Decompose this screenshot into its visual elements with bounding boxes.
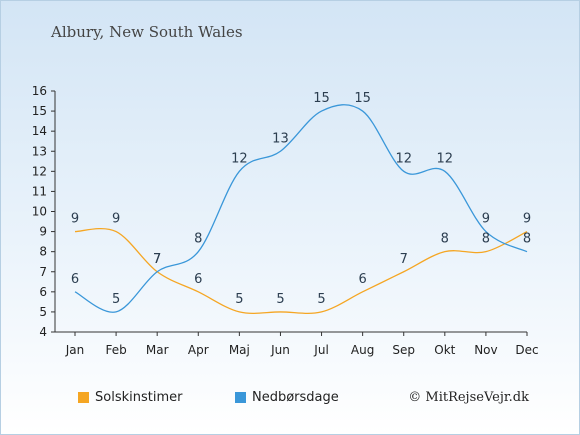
legend-item-rain: Nedbørsdage (235, 390, 339, 405)
x-tick-label: Jun (270, 343, 290, 357)
data-label-rain: 5 (112, 292, 120, 307)
y-tick-label: 8 (39, 245, 47, 259)
x-tick-label: Feb (105, 343, 126, 357)
y-tick-label: 12 (32, 164, 47, 178)
y-tick-label: 4 (39, 325, 47, 339)
data-label-sun: 5 (317, 292, 325, 307)
x-tick-label: Nov (474, 343, 497, 357)
data-label-sun: 9 (112, 212, 120, 227)
y-tick-label: 11 (32, 184, 47, 198)
x-tick-label: Apr (188, 343, 209, 357)
data-label-rain: 13 (272, 131, 289, 146)
y-tick-label: 9 (39, 225, 47, 239)
data-label-sun: 8 (482, 232, 490, 247)
x-tick-label: Jul (313, 343, 328, 357)
data-label-sun: 6 (194, 272, 202, 287)
x-tick-label: Dec (515, 343, 538, 357)
data-label-sun: 7 (400, 252, 408, 267)
y-tick-label: 5 (39, 305, 47, 319)
legend-swatch-rain (235, 392, 246, 403)
y-tick-label: 15 (32, 104, 47, 118)
data-label-rain: 7 (153, 252, 161, 267)
data-label-rain: 12 (231, 151, 248, 166)
data-label-rain: 12 (437, 151, 454, 166)
legend-label-sun: Solskinstimer (95, 390, 183, 405)
y-tick-label: 13 (32, 144, 47, 158)
legend-item-sun: Solskinstimer (78, 390, 182, 405)
legend-swatch-sun (78, 392, 89, 403)
data-label-sun: 9 (523, 212, 531, 227)
data-label-rain: 15 (313, 91, 330, 106)
x-tick-label: Sep (392, 343, 415, 357)
data-label-sun: 7 (153, 252, 161, 267)
data-label-rain: 12 (395, 151, 412, 166)
data-label-rain: 6 (71, 272, 79, 287)
data-label-sun: 5 (276, 292, 284, 307)
x-tick-label: Maj (229, 343, 250, 357)
x-tick-label: Mar (146, 343, 169, 357)
x-tick-label: Aug (351, 343, 374, 357)
chart-title: Albury, New South Wales (51, 23, 243, 41)
x-tick-label: Okt (434, 343, 455, 357)
data-label-rain: 15 (354, 91, 371, 106)
series-line-rain (74, 104, 528, 313)
y-tick-label: 14 (32, 124, 47, 138)
copyright: © MitRejseVejr.dk (408, 390, 529, 405)
y-tick-label: 7 (39, 265, 47, 279)
data-label-rain: 8 (523, 232, 531, 247)
data-label-sun: 6 (358, 272, 366, 287)
legend-label-rain: Nedbørsdage (252, 390, 339, 405)
data-label-sun: 5 (235, 292, 243, 307)
data-label-rain: 8 (194, 232, 202, 247)
x-tick-label: Jan (65, 343, 85, 357)
y-tick-label: 10 (32, 205, 47, 219)
y-tick-label: 16 (32, 84, 47, 98)
data-label-rain: 9 (482, 212, 490, 227)
series-line-sun (74, 227, 528, 315)
data-label-sun: 9 (71, 212, 79, 227)
y-tick-label: 6 (39, 285, 47, 299)
data-label-sun: 8 (441, 232, 449, 247)
